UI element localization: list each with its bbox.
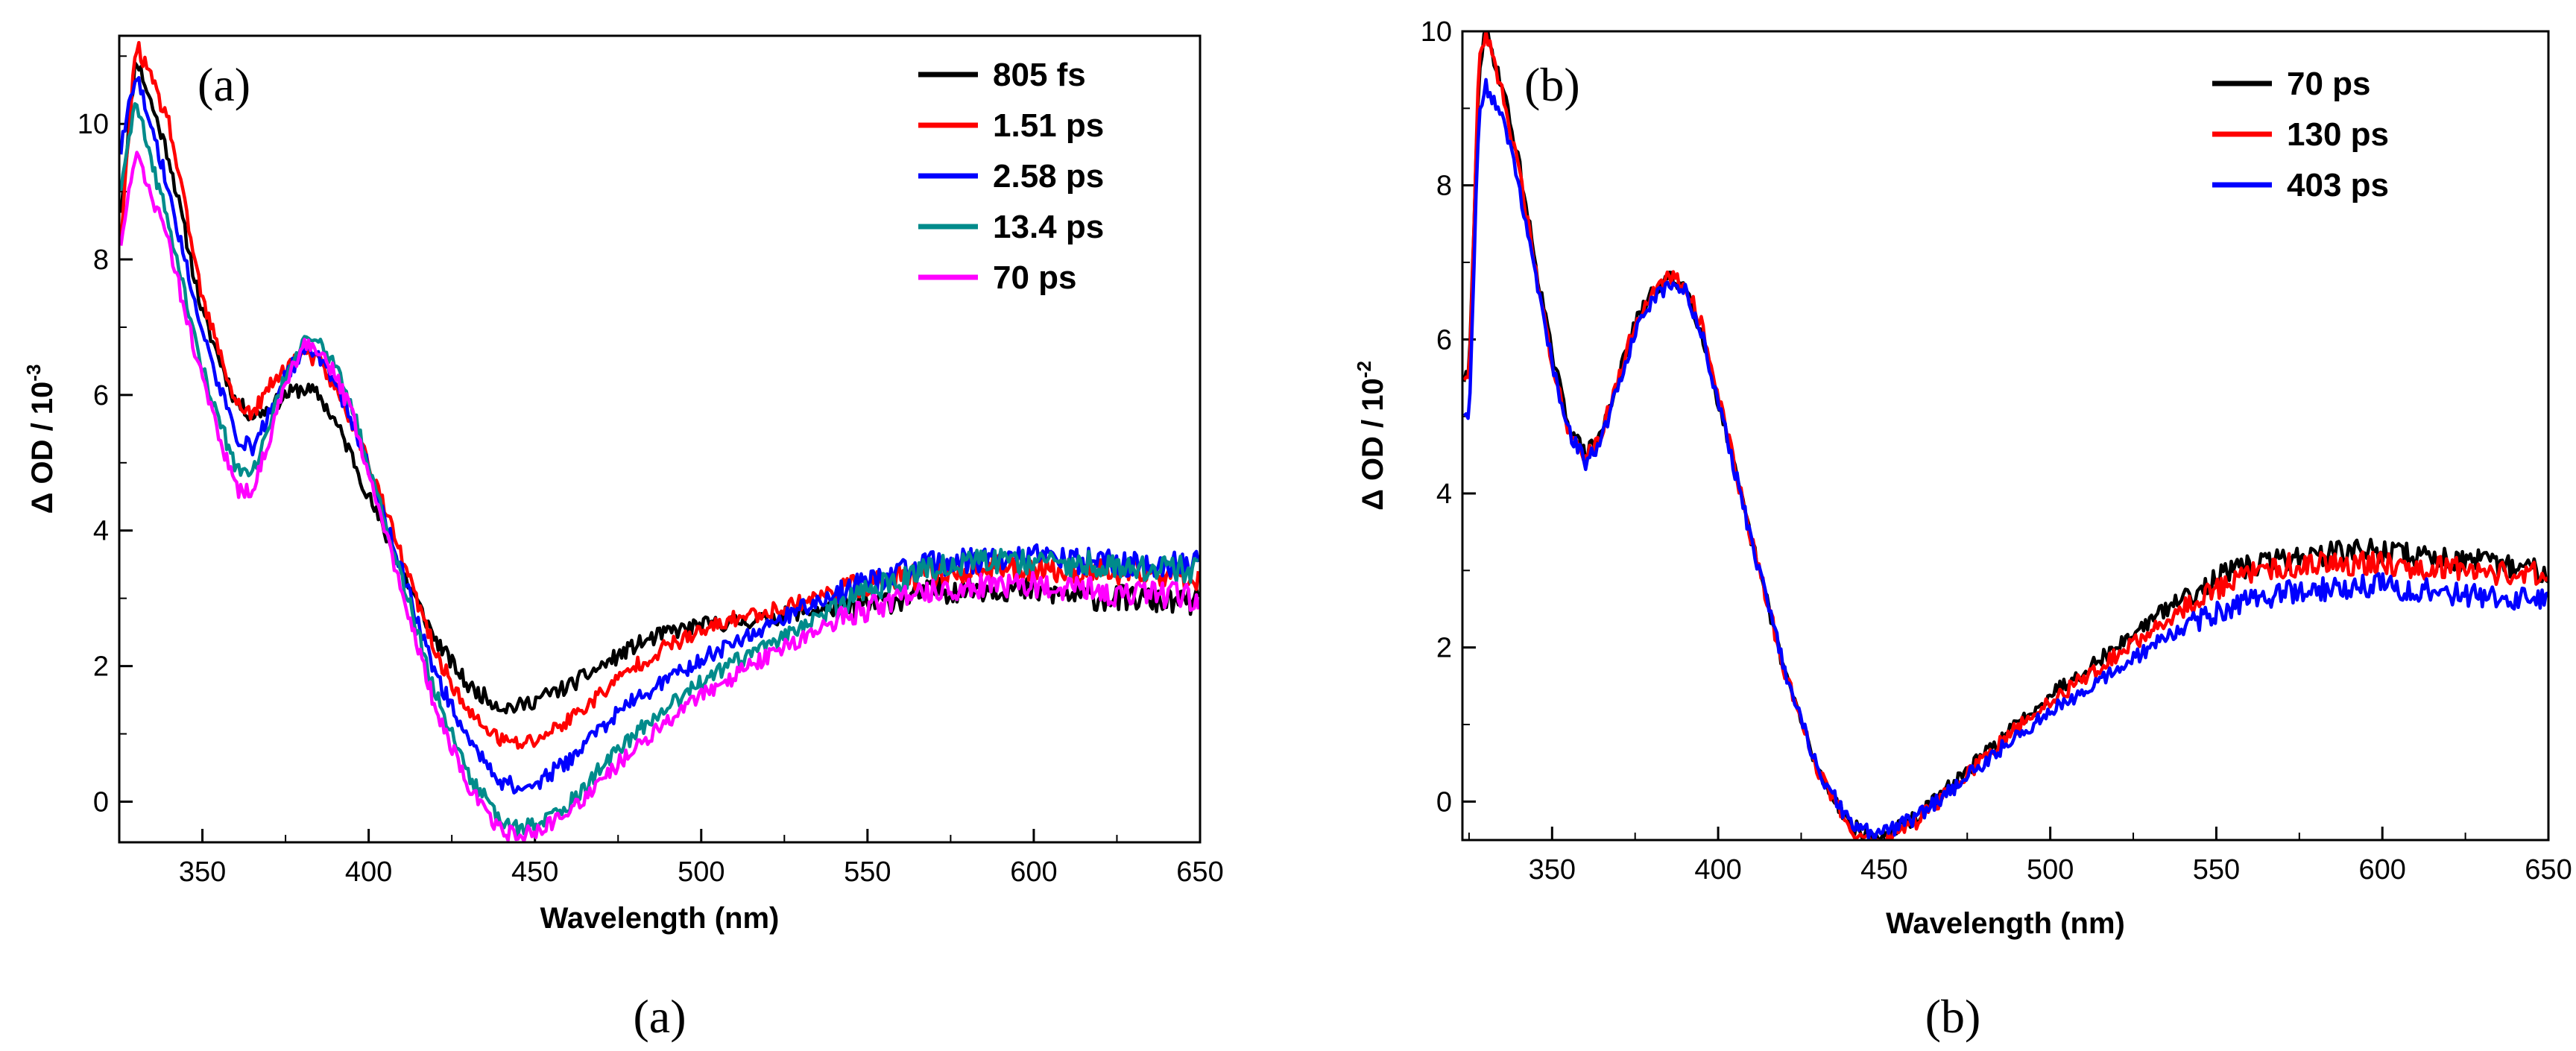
b-x-tick-label: 400 [1694, 854, 1741, 886]
b-series-line-2 [1462, 78, 2548, 840]
b-panel-tag: (b) [1524, 58, 1580, 111]
b-x-axis-title: Wavelength (nm) [1886, 907, 2125, 940]
b-tick-labels: 350 400 450 500 550 600 650 0 2 4 6 8 10 [1421, 16, 2572, 886]
a-legend-label: 805 fs [993, 57, 1086, 93]
b-legend-label: 130 ps [2287, 116, 2389, 153]
b-y-tick-label: 4 [1436, 479, 1452, 510]
a-series-layer [119, 40, 1200, 842]
b-y-tick-label: 10 [1421, 16, 1452, 48]
a-y-axis-title-exponent: -3 [22, 364, 45, 382]
a-legend-label: 2.58 ps [993, 158, 1104, 195]
a-caption: (a) [633, 990, 686, 1043]
a-plot-frame [118, 34, 1202, 844]
a-tick-labels: 350 400 450 500 550 600 650 0 2 4 6 8 10 [78, 109, 1224, 888]
b-x-tick-label: 500 [2027, 854, 2074, 886]
b-y-tick-label: 6 [1436, 324, 1452, 356]
b-y-tick-label: 0 [1436, 786, 1452, 818]
a-y-tick-label: 0 [93, 786, 109, 818]
chart-panel-a: 350 400 450 500 550 600 650 0 2 4 6 8 10 Wavelength … [22, 34, 1224, 1043]
a-x-tick-label: 450 [511, 856, 558, 888]
a-x-tick-label: 650 [1176, 856, 1223, 888]
a-legend: 805 fs 1.51 ps 2.58 ps 13.4 ps 70 ps [918, 57, 1104, 296]
a-legend-label: 70 ps [993, 259, 1077, 296]
b-y-tick-label: 8 [1436, 171, 1452, 202]
a-y-axis-title-text: Δ OD / 10 [26, 382, 59, 514]
b-series-layer [1462, 31, 2548, 840]
a-x-tick-label: 350 [179, 856, 226, 888]
b-x-tick-label: 550 [2193, 854, 2240, 886]
a-legend-label: 1.51 ps [993, 107, 1104, 144]
a-x-tick-label: 550 [844, 856, 891, 888]
b-legend-label: 403 ps [2287, 167, 2389, 203]
b-legend-label: 70 ps [2287, 66, 2371, 102]
b-x-tick-label: 350 [1529, 854, 1576, 886]
a-x-tick-label: 400 [345, 856, 392, 888]
b-plot-frame [1461, 30, 2550, 842]
a-legend-label: 13.4 ps [993, 209, 1104, 245]
a-y-tick-label: 2 [93, 651, 109, 683]
b-x-tick-label: 600 [2359, 854, 2406, 886]
a-x-axis-title: Wavelength (nm) [540, 902, 780, 935]
a-y-tick-label: 4 [93, 516, 109, 547]
a-x-tick-label: 600 [1010, 856, 1057, 888]
a-y-tick-label: 6 [93, 380, 109, 411]
a-y-tick-label: 8 [93, 244, 109, 276]
b-series-line-1 [1462, 31, 2548, 840]
b-x-tick-label: 450 [1860, 854, 1907, 886]
b-y-axis-title-exponent: -2 [1353, 361, 1375, 378]
a-series-line-4 [119, 151, 1200, 842]
a-x-tick-label: 500 [678, 856, 724, 888]
b-x-tick-label: 650 [2525, 854, 2572, 886]
a-y-tick-label: 10 [78, 109, 109, 140]
a-y-axis-title: Δ OD / 10-3 [22, 364, 59, 514]
b-legend: 70 ps 130 ps 403 ps [2212, 66, 2389, 203]
a-panel-tag: (a) [198, 58, 250, 111]
b-caption: (b) [1925, 990, 1981, 1043]
b-y-tick-label: 2 [1436, 633, 1452, 664]
b-y-axis-title-text: Δ OD / 10 [1357, 378, 1389, 511]
chart-panel-b: 350 400 450 500 550 600 650 0 2 4 6 8 10 Wavelength … [1353, 16, 2572, 1043]
b-y-axis-title: Δ OD / 10-2 [1353, 361, 1389, 511]
